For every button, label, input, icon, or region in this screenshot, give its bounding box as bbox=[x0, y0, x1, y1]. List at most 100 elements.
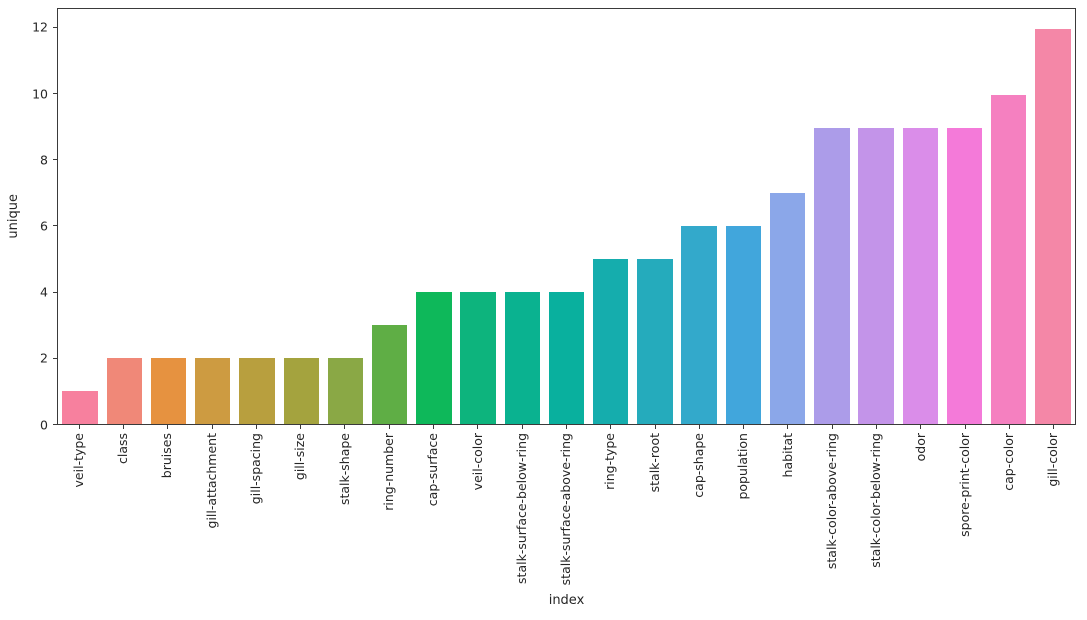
x-tick-mark bbox=[300, 425, 302, 429]
x-tick-slot: veil-type bbox=[57, 425, 101, 595]
x-tick-label: stalk-color-above-ring bbox=[823, 433, 839, 570]
y-tick-mark bbox=[53, 424, 57, 425]
x-tick-mark bbox=[211, 425, 213, 429]
x-tick-label: cap-surface bbox=[425, 433, 441, 507]
bar-slot bbox=[810, 9, 854, 424]
x-tick-slot: spore-print-color bbox=[943, 425, 987, 595]
bar-veil-color bbox=[460, 292, 496, 424]
x-tick-mark bbox=[255, 425, 257, 429]
x-tick-label: spore-print-color bbox=[956, 433, 972, 537]
bar-slot bbox=[898, 9, 942, 424]
y-tick-mark bbox=[53, 159, 57, 161]
bar-stalk-color-above-ring bbox=[814, 127, 850, 424]
bar-slot bbox=[1031, 9, 1075, 424]
bar-ring-type bbox=[593, 259, 629, 424]
bar-class bbox=[106, 358, 143, 424]
bar-stalk-surface-below-ring bbox=[504, 292, 540, 424]
x-tick-slot: habitat bbox=[766, 425, 810, 595]
bar-ring-number bbox=[371, 325, 408, 424]
x-tick-mark bbox=[831, 425, 833, 429]
x-tick-slot: gill-size bbox=[278, 425, 322, 595]
bars-container bbox=[58, 9, 1075, 424]
x-tick-mark bbox=[1008, 425, 1010, 429]
x-tick-mark bbox=[698, 425, 700, 429]
x-tick-slot: gill-spacing bbox=[234, 425, 278, 595]
x-tick-slot: ring-number bbox=[367, 425, 411, 595]
bar-slot bbox=[500, 9, 544, 424]
x-tick-slot: gill-color bbox=[1032, 425, 1076, 595]
x-tick-mark bbox=[654, 425, 656, 429]
y-tick-mark bbox=[53, 93, 57, 95]
x-tick-mark bbox=[167, 425, 169, 429]
x-tick-slot: stalk-root bbox=[633, 425, 677, 595]
bar-stalk-shape bbox=[327, 358, 364, 424]
bar-slot bbox=[854, 9, 898, 424]
x-tick-label: habitat bbox=[779, 433, 795, 478]
x-tick-mark bbox=[122, 425, 124, 429]
bar-slot bbox=[677, 9, 721, 424]
y-tick-label: 6 bbox=[40, 218, 48, 234]
x-tick-label: stalk-color-below-ring bbox=[868, 433, 884, 568]
x-tick-slot: stalk-surface-below-ring bbox=[500, 425, 544, 595]
bar-slot bbox=[323, 9, 367, 424]
bar-slot bbox=[412, 9, 456, 424]
x-tick-label: cap-color bbox=[1001, 433, 1017, 491]
x-tick-label: gill-attachment bbox=[203, 433, 219, 529]
x-tick-mark bbox=[920, 425, 922, 429]
x-tick-label: gill-size bbox=[292, 433, 308, 481]
x-tick-label: veil-color bbox=[469, 433, 485, 491]
bar-slot bbox=[368, 9, 412, 424]
bar-slot bbox=[58, 9, 102, 424]
x-tick-mark bbox=[610, 425, 612, 429]
x-axis-label: index bbox=[548, 593, 585, 608]
x-tick-slot: stalk-color-below-ring bbox=[854, 425, 898, 595]
bar-slot bbox=[146, 9, 190, 424]
x-tick-mark bbox=[78, 425, 80, 429]
x-tick-mark bbox=[1053, 425, 1055, 429]
x-tick-label: stalk-shape bbox=[336, 433, 352, 506]
bar-habitat bbox=[769, 193, 806, 424]
y-tick-mark bbox=[53, 225, 57, 227]
y-tick-mark bbox=[53, 357, 57, 359]
x-tick-slot: stalk-surface-above-ring bbox=[544, 425, 588, 595]
bar-stalk-root bbox=[637, 259, 673, 424]
y-tick-label: 2 bbox=[40, 350, 48, 366]
bar-slot bbox=[942, 9, 986, 424]
bar-odor bbox=[902, 127, 938, 424]
bar-gill-size bbox=[283, 358, 319, 424]
y-tick-mark bbox=[53, 26, 57, 28]
x-tick-slot: cap-color bbox=[987, 425, 1031, 595]
x-tick-label: stalk-root bbox=[646, 433, 662, 493]
y-tick-label: 8 bbox=[40, 152, 48, 167]
bar-veil-type bbox=[62, 391, 98, 424]
x-tick-label: veil-type bbox=[70, 433, 86, 488]
x-tick-slot: population bbox=[721, 425, 765, 595]
bar-slot bbox=[721, 9, 765, 424]
x-tick-label: class bbox=[115, 433, 131, 465]
x-tick-mark bbox=[388, 425, 390, 429]
x-tick-label: odor bbox=[912, 433, 928, 462]
x-tick-slot: stalk-color-above-ring bbox=[810, 425, 854, 595]
x-tick-mark bbox=[344, 425, 346, 429]
bar-population bbox=[725, 226, 762, 424]
x-tick-slot: gill-attachment bbox=[190, 425, 234, 595]
y-tick-label: 10 bbox=[32, 85, 48, 101]
x-tick-label: gill-spacing bbox=[248, 433, 264, 505]
bar-gill-spacing bbox=[239, 358, 275, 424]
bar-cap-surface bbox=[416, 292, 452, 424]
bar-stalk-color-below-ring bbox=[858, 127, 894, 424]
x-tick-label: gill-color bbox=[1045, 433, 1061, 487]
x-tick-mark bbox=[964, 425, 966, 429]
x-tick-label: ring-type bbox=[602, 433, 618, 490]
bar-slot bbox=[633, 9, 677, 424]
bar-slot bbox=[279, 9, 323, 424]
y-axis: 0 2 4 6 8 10 12 bbox=[0, 8, 57, 430]
x-tick-slot: stalk-shape bbox=[323, 425, 367, 595]
x-tick-slot: ring-type bbox=[589, 425, 633, 595]
bar-slot bbox=[191, 9, 235, 424]
y-tick-mark bbox=[53, 291, 57, 293]
bar-slot bbox=[544, 9, 588, 424]
x-tick-mark bbox=[875, 425, 877, 429]
y-tick-label: 4 bbox=[40, 284, 48, 300]
